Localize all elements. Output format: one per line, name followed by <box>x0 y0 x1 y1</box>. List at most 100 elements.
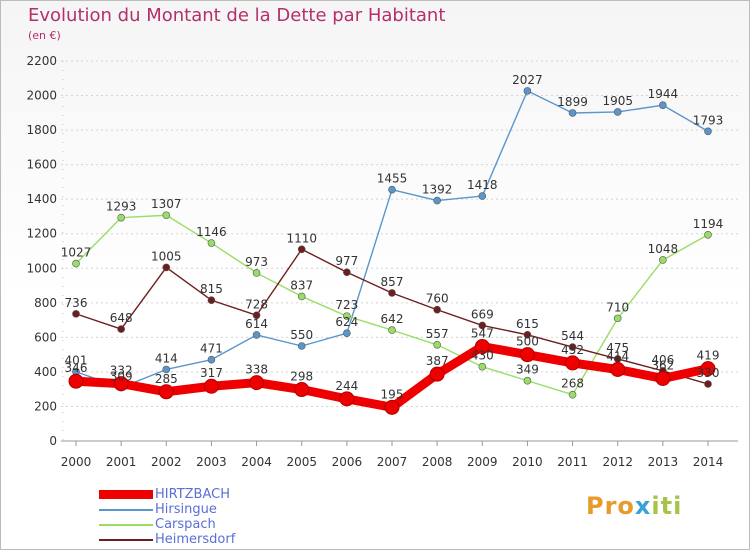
data-point-carspach <box>388 326 396 334</box>
data-label: 430 <box>471 349 494 363</box>
data-point-heimersdorf <box>117 325 125 333</box>
x-tick-label: 2007 <box>377 455 408 469</box>
data-label: 669 <box>471 307 494 321</box>
data-label: 1146 <box>196 225 227 239</box>
data-label: 401 <box>65 354 88 368</box>
data-label: 244 <box>335 379 358 393</box>
data-point-carspach <box>343 312 351 320</box>
legend-swatch-hirsingue <box>99 509 153 511</box>
data-label: 815 <box>200 282 223 296</box>
y-tick-label: 2200 <box>26 54 57 68</box>
data-label: 349 <box>516 363 539 377</box>
data-label: 414 <box>606 349 629 363</box>
data-point-hirtzbach <box>610 361 626 377</box>
legend-label: Carspach <box>155 517 216 532</box>
data-label: 387 <box>426 354 449 368</box>
data-point-hirtzbach <box>565 355 581 371</box>
data-label: 857 <box>381 275 404 289</box>
data-point-heimersdorf <box>297 245 306 254</box>
x-tick-label: 2011 <box>557 455 588 469</box>
data-label: 332 <box>110 364 133 378</box>
data-point-hirsingue <box>613 108 622 116</box>
x-tick-label: 2009 <box>467 455 498 469</box>
data-point-hirtzbach <box>294 382 310 398</box>
data-point-heimersdorf <box>162 263 171 272</box>
x-tick-label: 2010 <box>512 455 543 469</box>
data-point-heimersdorf <box>433 305 441 314</box>
data-point-heimersdorf <box>388 289 396 297</box>
data-point-heimersdorf <box>523 330 532 339</box>
legend-swatch-heimersdorf <box>99 539 153 541</box>
y-tick-label: 1800 <box>26 123 57 137</box>
y-tick-label: 1400 <box>26 192 57 206</box>
x-tick-label: 2000 <box>61 455 92 469</box>
data-label: 419 <box>697 349 720 363</box>
data-label: 298 <box>290 370 313 384</box>
data-label: 268 <box>561 377 584 391</box>
x-tick-label: 2002 <box>151 455 182 469</box>
data-point-hirtzbach <box>68 373 84 389</box>
data-label: 2027 <box>512 73 543 87</box>
data-point-hirtzbach <box>113 376 129 392</box>
x-tick-label: 2003 <box>196 455 227 469</box>
y-tick-label: 400 <box>34 365 57 379</box>
legend-label: HIRTZBACH <box>155 487 230 502</box>
legend-swatch-hirtzbach <box>99 490 153 499</box>
data-label: 285 <box>155 372 178 386</box>
data-label: 195 <box>381 387 404 401</box>
x-tick-label: 2004 <box>241 455 272 469</box>
data-label: 544 <box>561 329 584 343</box>
data-point-carspach <box>297 292 306 301</box>
data-point-hirsingue <box>162 365 171 374</box>
x-tick-label: 2013 <box>648 455 679 469</box>
data-label: 728 <box>245 297 268 311</box>
data-point-hirtzbach <box>700 361 716 377</box>
data-point-hirsingue <box>523 87 532 95</box>
data-label: 648 <box>110 311 133 325</box>
data-point-carspach <box>659 256 667 264</box>
data-point-heimersdorf <box>568 343 577 351</box>
data-point-hirtzbach <box>519 347 535 363</box>
data-label: 1899 <box>557 95 588 109</box>
data-point-hirsingue <box>478 192 487 200</box>
data-label: 362 <box>651 358 674 372</box>
data-point-carspach <box>162 211 171 220</box>
y-tick-label: 0 <box>49 434 57 448</box>
data-label: 760 <box>426 292 449 306</box>
data-point-hirtzbach <box>655 370 671 386</box>
data-label: 1293 <box>106 200 137 214</box>
y-tick-label: 1600 <box>26 158 57 172</box>
data-label: 346 <box>65 361 88 375</box>
data-label: 500 <box>516 335 539 349</box>
y-tick-label: 1200 <box>26 227 57 241</box>
data-label: 330 <box>697 366 720 380</box>
data-point-hirtzbach <box>474 339 490 355</box>
data-point-carspach <box>704 230 712 239</box>
data-point-heimersdorf <box>207 296 216 305</box>
data-label: 1005 <box>151 249 182 263</box>
data-point-heimersdorf <box>72 310 80 318</box>
data-point-carspach <box>72 259 80 268</box>
y-tick-label: 1000 <box>26 261 57 275</box>
data-label: 1418 <box>467 178 498 192</box>
x-tick-label: 2008 <box>422 455 453 469</box>
x-tick-label: 2005 <box>286 455 317 469</box>
y-tick-label: 2000 <box>26 89 57 103</box>
data-point-hirsingue <box>659 101 667 110</box>
data-point-hirsingue <box>207 355 216 364</box>
data-label: 973 <box>245 255 268 269</box>
data-label: 471 <box>200 342 223 356</box>
y-tick-label: 600 <box>34 330 57 344</box>
data-label: 547 <box>471 327 494 341</box>
data-label: 1110 <box>286 231 317 245</box>
data-label: 1905 <box>602 94 633 108</box>
data-label: 977 <box>335 254 358 268</box>
chart-title: Evolution du Montant de la Dette par Hab… <box>28 5 446 26</box>
data-label: 1944 <box>648 87 679 101</box>
data-label: 309 <box>110 370 133 384</box>
data-label: 557 <box>426 327 449 341</box>
data-point-hirsingue <box>388 185 396 194</box>
data-point-hirtzbach <box>249 375 265 391</box>
